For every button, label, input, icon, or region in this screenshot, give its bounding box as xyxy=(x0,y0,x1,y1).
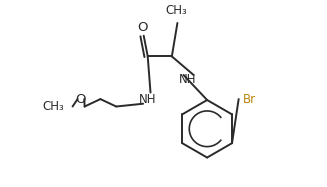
Text: Br: Br xyxy=(243,93,256,106)
Text: CH₃: CH₃ xyxy=(43,100,64,113)
Text: NH: NH xyxy=(179,73,197,86)
Text: O: O xyxy=(76,93,86,106)
Text: CH₃: CH₃ xyxy=(165,4,187,17)
Text: O: O xyxy=(137,21,147,34)
Text: NH: NH xyxy=(139,93,157,106)
